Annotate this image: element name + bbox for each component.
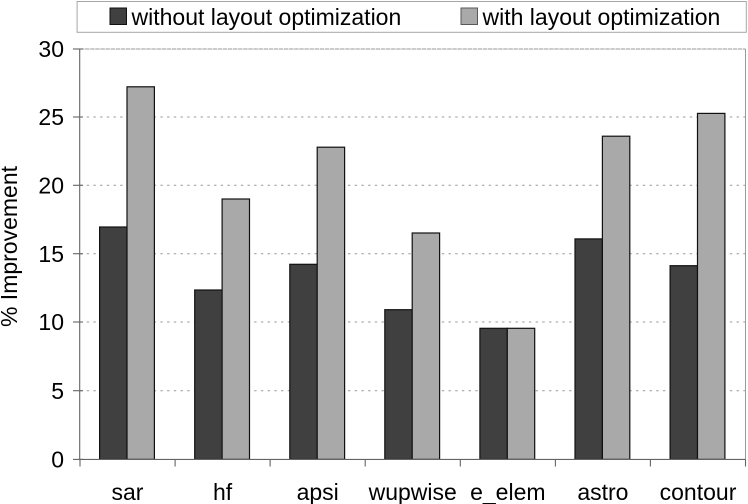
svg-text:5: 5 bbox=[51, 378, 64, 404]
svg-text:contour: contour bbox=[660, 479, 737, 504]
svg-text:10: 10 bbox=[38, 309, 64, 335]
svg-text:15: 15 bbox=[38, 241, 64, 267]
svg-text:25: 25 bbox=[38, 104, 64, 130]
svg-text:wupwise: wupwise bbox=[368, 479, 457, 504]
svg-text:e_elem: e_elem bbox=[470, 479, 545, 504]
svg-text:0: 0 bbox=[51, 447, 64, 473]
svg-text:sar: sar bbox=[112, 479, 144, 504]
svg-text:astro: astro bbox=[577, 479, 628, 504]
svg-text:without layout optimization: without layout optimization bbox=[131, 4, 402, 30]
svg-text:20: 20 bbox=[38, 173, 64, 199]
svg-text:with layout optimization: with layout optimization bbox=[482, 4, 721, 30]
svg-text:30: 30 bbox=[38, 36, 64, 62]
svg-text:hf: hf bbox=[213, 479, 233, 504]
svg-text:% Improvement: % Improvement bbox=[0, 165, 22, 327]
svg-text:apsi: apsi bbox=[297, 479, 339, 504]
